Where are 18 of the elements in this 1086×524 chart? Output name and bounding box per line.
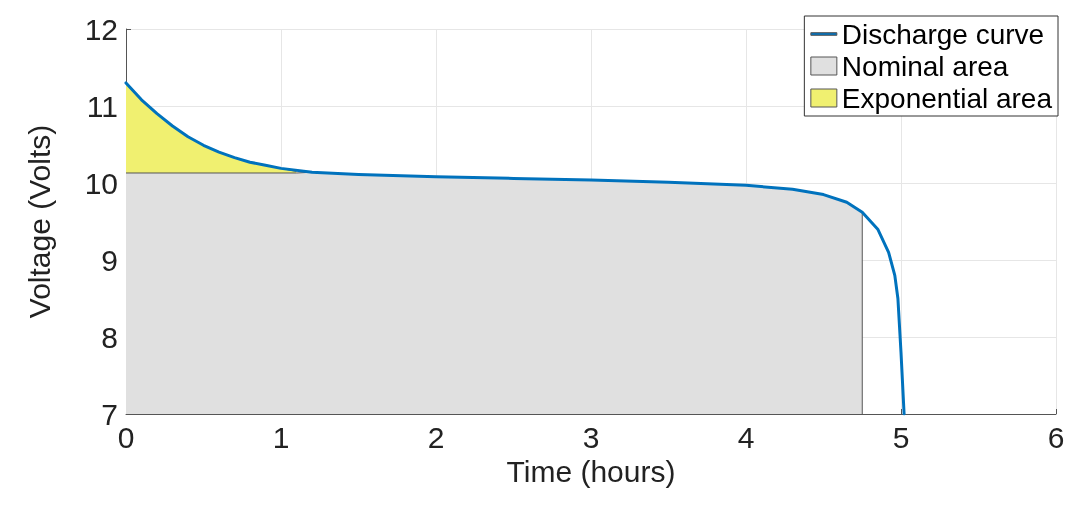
y-tick-label: 7 — [101, 397, 118, 431]
y-tick-label: 10 — [84, 166, 118, 200]
y-tick-label: 9 — [101, 243, 118, 277]
y-tick-label: 12 — [84, 12, 118, 46]
x-tick-label: 0 — [117, 420, 135, 454]
legend-label: Exponential area — [841, 82, 1053, 114]
y-tick-label: 8 — [101, 320, 118, 354]
x-tick-label: 6 — [1047, 420, 1065, 454]
y-axis-title: Voltage (Volts) — [22, 124, 56, 319]
x-tick-label: 5 — [892, 420, 910, 454]
x-tick-label: 1 — [272, 420, 290, 454]
legend-label: Discharge curve — [841, 18, 1045, 50]
x-tick-label: 2 — [427, 420, 445, 454]
legend-label: Nominal area — [841, 50, 1009, 82]
x-axis-title: Time (hours) — [506, 455, 676, 489]
y-tick-label: 11 — [86, 89, 118, 123]
x-tick-label: 3 — [582, 420, 600, 454]
x-tick-label: 4 — [737, 420, 755, 454]
